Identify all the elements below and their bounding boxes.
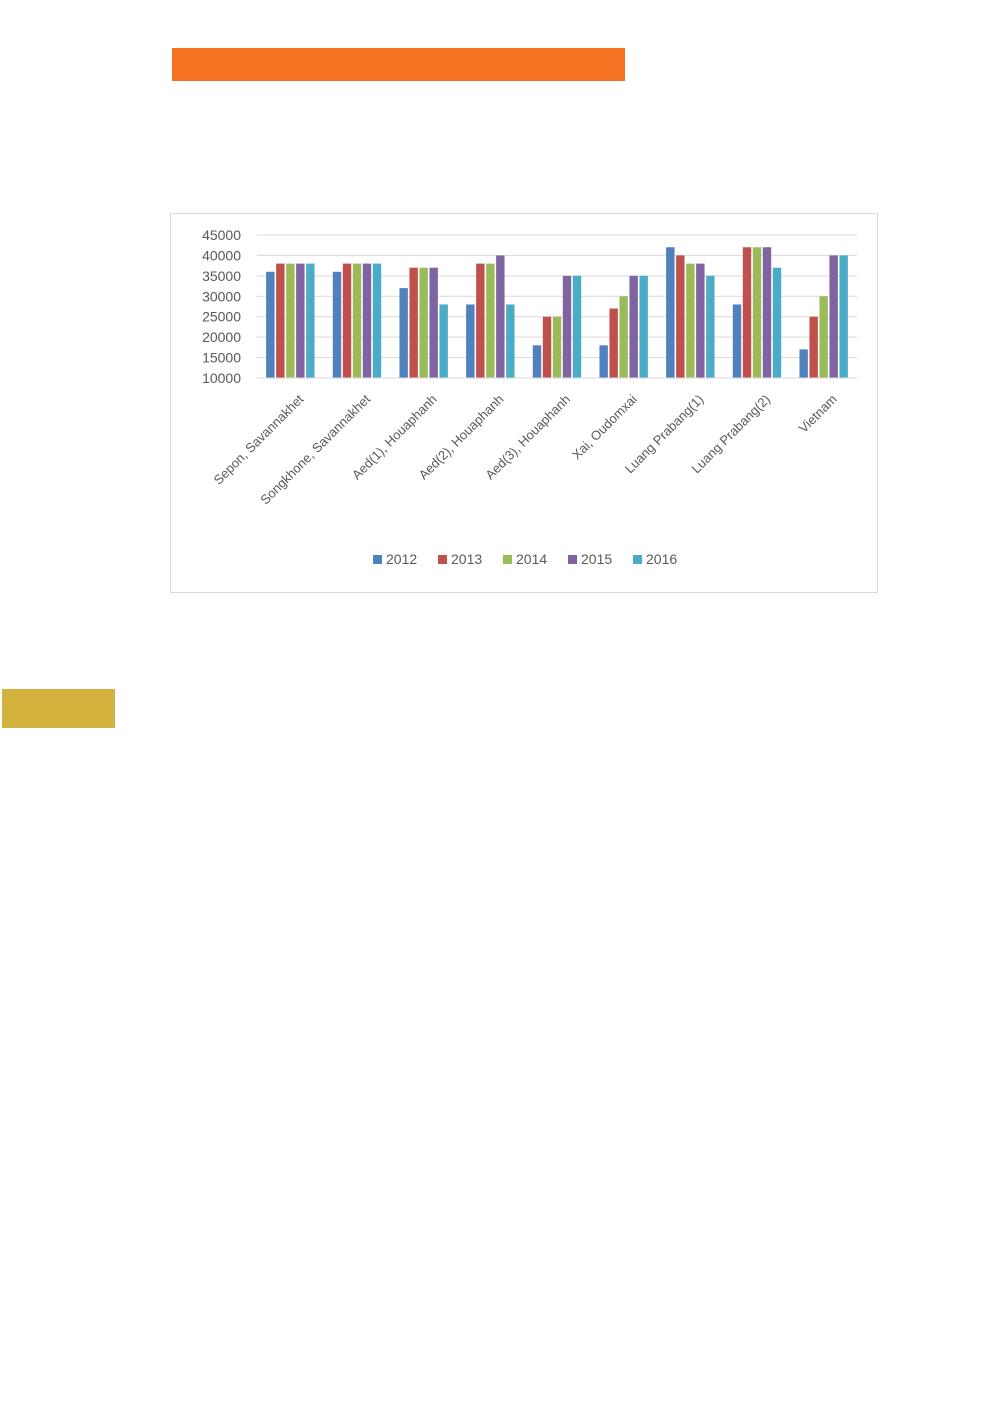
bar (809, 316, 818, 378)
y-tick-label: 10000 (202, 370, 241, 386)
bar (799, 349, 808, 378)
bar (686, 263, 695, 378)
section-color-block (2, 689, 115, 728)
bar (706, 275, 715, 378)
bar (506, 304, 515, 378)
bar (332, 271, 342, 378)
bar (362, 263, 372, 378)
bar (696, 263, 705, 378)
bar (629, 275, 638, 378)
legend-swatch (438, 555, 447, 564)
bar (676, 255, 685, 378)
bar (772, 267, 782, 378)
header-color-bar (172, 48, 625, 81)
x-category-label: Xai, Oudomxai (569, 391, 640, 462)
y-tick-label: 20000 (202, 329, 241, 345)
legend-label: 2013 (451, 551, 482, 567)
legend-swatch (373, 555, 382, 564)
bar (286, 263, 295, 378)
legend-swatch (633, 555, 642, 564)
bar (466, 304, 475, 378)
legend-label: 2016 (646, 551, 677, 567)
bar (266, 271, 275, 378)
bar (666, 247, 675, 378)
bar (762, 247, 772, 378)
bar (839, 255, 848, 378)
legend-swatch (568, 555, 577, 564)
legend-label: 2014 (516, 551, 547, 567)
bar (732, 304, 742, 378)
bar (476, 263, 485, 378)
chart-frame: 10000 15000 20000 25000 30000 35000 40000 45000… (170, 213, 878, 593)
y-tick-label: 25000 (202, 309, 241, 325)
x-category-label: Vietnam (796, 392, 840, 436)
bar (532, 345, 542, 378)
bar (352, 263, 362, 378)
bar (276, 263, 285, 378)
y-tick-label: 30000 (202, 288, 241, 304)
bar (399, 288, 408, 378)
bar (752, 247, 762, 378)
x-category-label: Songkhone, Savannakhet (257, 391, 373, 507)
y-tick-label: 40000 (202, 247, 241, 263)
bar (829, 255, 838, 378)
bar (552, 316, 562, 378)
y-tick-label: 15000 (202, 350, 241, 366)
bar (419, 267, 428, 378)
bar (819, 296, 828, 378)
bar (439, 304, 448, 378)
bar (342, 263, 352, 378)
legend-label: 2012 (386, 551, 417, 567)
bar (639, 275, 648, 378)
bar (429, 267, 438, 378)
y-tick-label: 35000 (202, 268, 241, 284)
bar-chart: 10000 15000 20000 25000 30000 35000 40000 45000… (202, 227, 857, 567)
bar (296, 263, 305, 378)
bar (609, 308, 618, 378)
bar (496, 255, 505, 378)
bar (742, 247, 752, 378)
legend-label: 2015 (581, 551, 612, 567)
bar (409, 267, 418, 378)
bar (306, 263, 315, 378)
bar (599, 345, 608, 378)
bar (372, 263, 382, 378)
y-tick-label: 45000 (202, 227, 241, 243)
bar (572, 275, 582, 378)
bar (542, 316, 552, 378)
bar (486, 263, 495, 378)
legend-swatch (503, 555, 512, 564)
bar (619, 296, 628, 378)
bar (562, 275, 572, 378)
